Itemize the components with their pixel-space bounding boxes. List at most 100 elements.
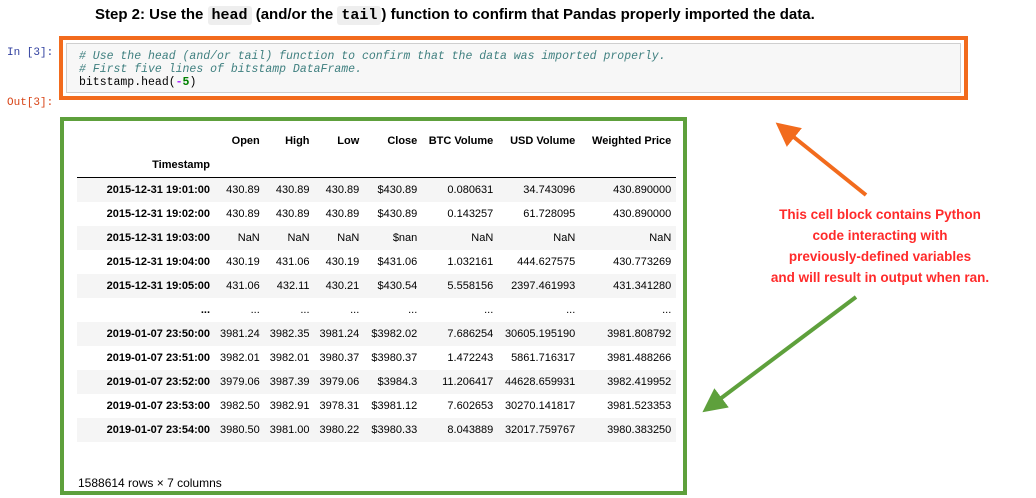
table-row: 2019-01-07 23:52:00 3979.06 3987.39 3979.06…	[77, 370, 677, 394]
in-prompt: In [3]:	[7, 47, 54, 59]
table-row: 2015-12-31 19:02:00 430.89 430.89 430.89 $43…	[77, 202, 676, 226]
heading-prefix: Step 2: Use the	[95, 6, 208, 23]
column-header-high: High	[285, 135, 310, 147]
row-index-cell: 2015-12-31 19:02:00	[106, 208, 210, 220]
table-cell: $430.54	[377, 280, 418, 292]
table-row: 2019-01-07 23:51:00 3982.01 3982.01 3980.37…	[77, 346, 676, 370]
table-cell: 430.89	[226, 208, 260, 220]
table-cell: ...	[350, 304, 360, 316]
column-header-weighted-price: Weighted Price	[592, 135, 672, 147]
heading-suffix: ) function to confirm that Pandas proper…	[381, 6, 815, 23]
code-call: bitstamp.head(	[79, 76, 176, 89]
table-cell: 431.06	[275, 256, 310, 268]
code-cell-highlight: # Use the head (and/or tail) function to…	[59, 36, 968, 100]
green-arrow-icon	[702, 295, 858, 413]
row-index-cell: 2019-01-07 23:52:00	[106, 376, 210, 388]
table-row: 2015-12-31 19:04:00 430.19 431.06 430.19 $43…	[77, 250, 676, 274]
table-cell: 3982.419952	[607, 376, 672, 388]
row-index-cell: 2015-12-31 19:03:00	[106, 232, 210, 244]
dataframe-shape-summary: 1588614 rows × 7 columns	[78, 476, 222, 490]
table-row: 2019-01-07 23:53:00 3982.50 3982.91 3978.31…	[77, 394, 676, 418]
table-cell: 34.743096	[523, 184, 576, 196]
table-cell: 3982.01	[220, 352, 260, 364]
code-comment-line-1: # Use the head (and/or tail) function to…	[79, 50, 666, 63]
table-cell: 3979.06	[319, 376, 360, 388]
index-name-header: Timestamp	[77, 153, 215, 178]
table-cell: 430.89	[275, 184, 310, 196]
row-index-cell: 2015-12-31 19:05:00	[106, 280, 210, 292]
code-close-paren: )	[189, 76, 197, 89]
table-cell: 3981.24	[319, 328, 360, 340]
table-cell: 2397.461993	[511, 280, 576, 292]
table-row: 2019-01-07 23:54:00 3980.50 3981.00 3980.22…	[77, 418, 677, 442]
row-index-cell: 2019-01-07 23:54:00	[106, 424, 210, 436]
table-row: 2019-01-07 23:50:00 3981.24 3982.35 3981.24…	[77, 322, 677, 346]
table-row: ........................	[77, 298, 676, 322]
table-cell: 430.890000	[613, 184, 672, 196]
table-cell: 32017.759767	[504, 424, 576, 436]
table-cell: 430.890000	[613, 208, 672, 220]
table-cell: ...	[662, 304, 672, 316]
table-cell: 61.728095	[523, 208, 576, 220]
table-cell: 3981.523353	[607, 400, 672, 412]
table-cell: NaN	[337, 232, 360, 244]
table-cell: 8.043889	[447, 424, 494, 436]
annotation-line-4: and will result in output when ran.	[770, 270, 990, 285]
row-index-cell: 2019-01-07 23:53:00	[106, 400, 210, 412]
table-cell: $430.89	[377, 208, 418, 220]
table-cell: 3987.39	[269, 376, 310, 388]
annotation-line-1: This cell block contains Python	[779, 207, 981, 222]
table-cell: 431.06	[226, 280, 260, 292]
table-cell: $3980.33	[371, 424, 418, 436]
table-cell: 3978.31	[319, 400, 360, 412]
dataframe-table: Open High Low Close BTC Volume USD Volum…	[77, 129, 677, 442]
table-cell: ...	[300, 304, 310, 316]
table-cell: 444.627575	[517, 256, 576, 268]
table-cell: ...	[408, 304, 418, 316]
table-cell: $3982.02	[371, 328, 418, 340]
column-header-close: Close	[387, 135, 418, 147]
table-cell: 3981.24	[220, 328, 260, 340]
table-cell: 3982.50	[220, 400, 260, 412]
table-cell: $3984.3	[377, 376, 418, 388]
table-cell: $431.06	[377, 256, 418, 268]
table-cell: 1.472243	[447, 352, 494, 364]
table-cell: 3981.488266	[607, 352, 672, 364]
table-cell: 430.89	[325, 208, 360, 220]
table-row: 2015-12-31 19:05:00 431.06 432.11 430.21 $43…	[77, 274, 677, 298]
table-cell: 5861.716317	[511, 352, 576, 364]
table-cell: ...	[566, 304, 576, 316]
table-cell: 430.21	[325, 280, 360, 292]
table-cell: 430.773269	[613, 256, 672, 268]
heading-middle: (and/or the	[251, 6, 338, 23]
table-cell: NaN	[287, 232, 310, 244]
column-header-usd-volume: USD Volume	[510, 135, 576, 147]
annotation-line-2: code interacting with	[812, 228, 948, 243]
table-cell: ...	[484, 304, 494, 316]
table-cell: 430.89	[275, 208, 310, 220]
table-cell: 3982.01	[269, 352, 310, 364]
column-header-low: Low	[337, 135, 360, 147]
row-index-cell: 2015-12-31 19:04:00	[106, 256, 210, 268]
table-cell: 7.602653	[447, 400, 494, 412]
table-cell: 30270.141817	[504, 400, 576, 412]
table-cell: NaN	[553, 232, 576, 244]
row-index-cell: 2015-12-31 19:01:00	[106, 184, 210, 196]
orange-arrow-icon	[775, 122, 868, 197]
code-comment-line-2: # First five lines of bitstamp DataFrame…	[79, 63, 362, 76]
code-editor[interactable]: # Use the head (and/or tail) function to…	[66, 43, 961, 93]
row-index-cell: 2019-01-07 23:50:00	[106, 328, 210, 340]
table-cell: $nan	[392, 232, 418, 244]
table-cell: 3980.50	[220, 424, 260, 436]
code-number: 5	[182, 76, 190, 89]
table-cell: 7.686254	[447, 328, 494, 340]
table-cell: 3981.00	[269, 424, 310, 436]
code-operator: -	[175, 76, 183, 89]
table-cell: NaN	[471, 232, 494, 244]
table-cell: 432.11	[276, 280, 310, 292]
table-row: 2015-12-31 19:01:00 430.89 430.89 430.89 $43…	[77, 177, 677, 202]
step-heading: Step 2: Use the head (and/or the tail) f…	[95, 6, 815, 25]
table-row: 2015-12-31 19:03:00 NaN NaN NaN $nan NaN NaN Na…	[77, 226, 677, 250]
index-header-row: Timestamp	[77, 153, 677, 178]
